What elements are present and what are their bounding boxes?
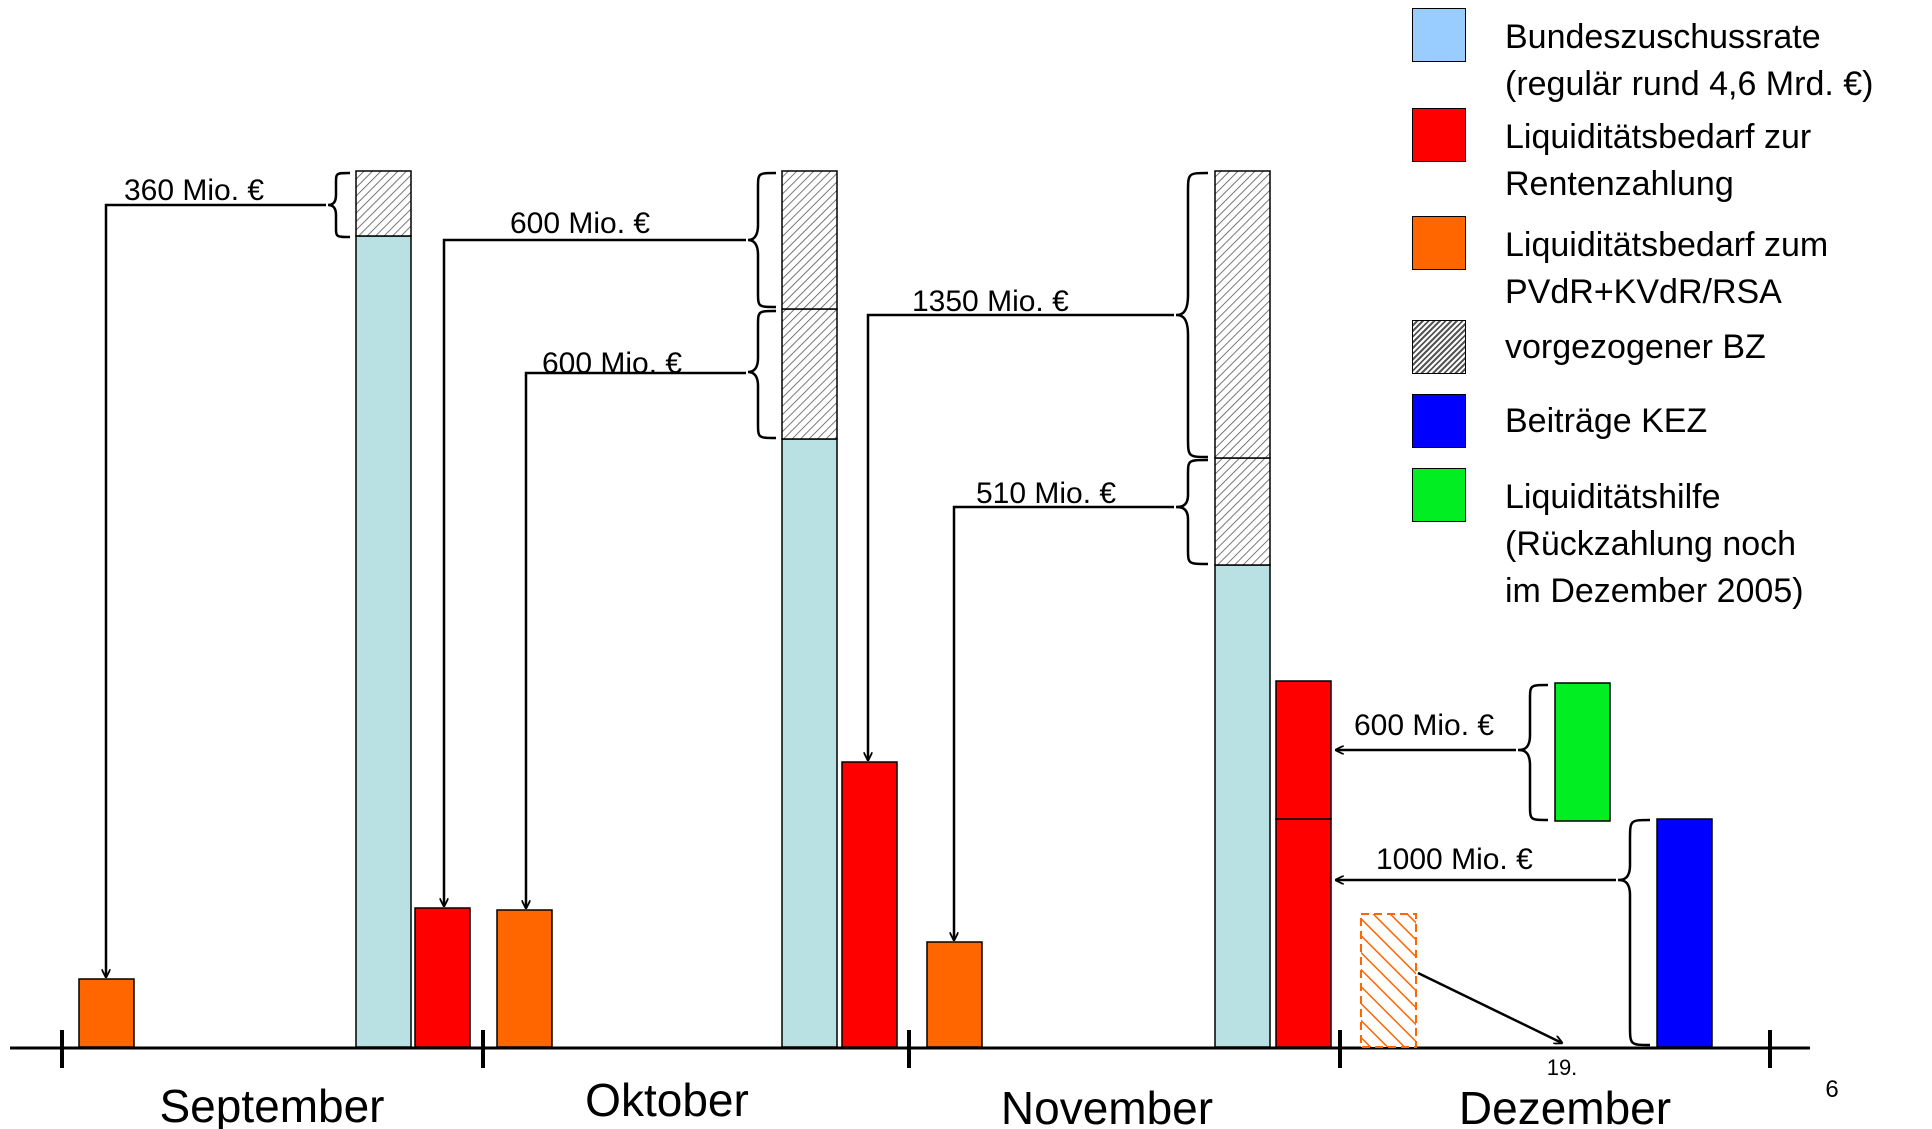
brace-dez-1000 (1617, 818, 1651, 1047)
amount-label-nov-510: 510 Mio. € (976, 477, 1116, 510)
legend-swatch-vorgezogen (1412, 320, 1466, 374)
legend-swatch-liquiditaetshilfe (1412, 468, 1466, 522)
bar-vorgezogen-oktober-upper (781, 170, 838, 310)
page-number: 6 (1825, 1076, 1838, 1103)
amount-label-okt-600b: 600 Mio. € (542, 347, 682, 380)
brace-nov-lower (1175, 458, 1209, 566)
legend-label-bundeszuschuss-line1: Bundeszuschussrate (1505, 18, 1821, 56)
month-label-oktober: Oktober (585, 1074, 749, 1126)
legend-label-hilfe-line1: Liquiditätshilfe (1505, 478, 1721, 516)
time-axis (10, 1030, 1810, 1068)
brace-sep-360 (327, 171, 351, 239)
month-label-dezember: Dezember (1459, 1082, 1671, 1129)
arrow-sep-360 (106, 203, 326, 977)
arrow-okt-600b (526, 371, 746, 908)
braces (327, 171, 1651, 1047)
bar-bundeszuschuss-september (355, 235, 412, 1048)
arrow-dez-shift (1417, 971, 1562, 1043)
amount-label-sep-360: 360 Mio. € (124, 174, 264, 207)
bar-vorgezogen-oktober-lower (781, 308, 838, 440)
arrows (106, 203, 1616, 1043)
amount-label-dez-600: 600 Mio. € (1354, 709, 1494, 742)
legend-label-vorgezogen: vorgezogener BZ (1505, 328, 1766, 366)
brace-nov-upper (1175, 171, 1209, 459)
bar-pvdr-november (926, 941, 983, 1048)
brace-okt-lower (747, 309, 777, 440)
arrow-okt-600a (444, 238, 746, 906)
bar-vorgezogen-november-lower (1214, 457, 1271, 566)
bar-bundeszuschuss-oktober (781, 438, 838, 1048)
legend-swatch-rente (1412, 108, 1466, 162)
legend-label-pvdr-line1: Liquiditätsbedarf zum (1505, 226, 1829, 264)
legend-swatch-pvdr (1412, 216, 1466, 270)
legend-swatch-bundeszuschuss (1412, 8, 1466, 62)
amount-label-okt-600a: 600 Mio. € (510, 207, 650, 240)
brace-dez-600 (1517, 683, 1549, 822)
legend-label-bundeszuschuss-line2: (regulär rund 4,6 Mrd. €) (1505, 65, 1874, 103)
legend: Bundeszuschussrate (regulär rund 4,6 Mrd… (1400, 0, 1920, 630)
amount-label-nov-1350: 1350 Mio. € (912, 285, 1069, 318)
bar-pvdr-oktober (496, 909, 553, 1048)
arrow-nov-1350 (868, 313, 1174, 760)
amount-label-dez-1000: 1000 Mio. € (1376, 843, 1533, 876)
bar-liquiditaetshilfe (1554, 682, 1611, 822)
bar-pvdr-september (78, 978, 135, 1048)
brace-okt-upper (747, 171, 777, 309)
bar-rente-november-lower (1275, 818, 1332, 1048)
bar-beitraege-kez (1656, 818, 1713, 1048)
legend-label-hilfe-line3: im Dezember 2005) (1505, 572, 1804, 610)
date-label-19: 19. (1547, 1055, 1578, 1080)
bar-vorgezogen-september (355, 170, 412, 237)
bar-rente-november-upper (1275, 680, 1332, 820)
legend-label-pvdr-line2: PVdR+KVdR/RSA (1505, 273, 1782, 311)
bar-pvdr-dezember-shifted (1360, 913, 1417, 1048)
legend-swatch-kez (1412, 394, 1466, 448)
bar-bundeszuschuss-november (1214, 564, 1271, 1048)
bar-vorgezogen-november-upper (1214, 170, 1271, 459)
bar-rente-oktober (841, 761, 898, 1048)
arrow-nov-510 (954, 505, 1174, 940)
legend-label-rente-line1: Liquiditätsbedarf zur (1505, 118, 1812, 156)
legend-label-hilfe-line2: (Rückzahlung noch (1505, 525, 1797, 563)
legend-label-rente-line2: Rentenzahlung (1505, 165, 1734, 203)
month-label-september: September (159, 1080, 384, 1129)
month-label-november: November (1001, 1082, 1213, 1129)
bar-rente-september (414, 907, 471, 1048)
legend-label-kez: Beiträge KEZ (1505, 402, 1708, 440)
